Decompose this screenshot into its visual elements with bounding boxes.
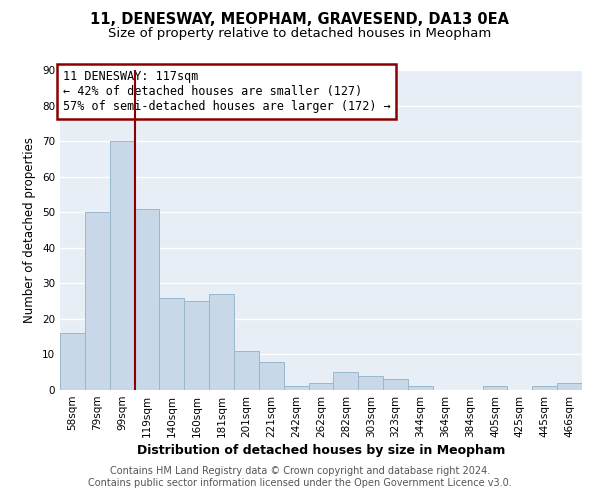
- Bar: [532, 386, 557, 390]
- Text: Contains HM Land Registry data © Crown copyright and database right 2024.
Contai: Contains HM Land Registry data © Crown c…: [88, 466, 512, 487]
- Bar: [85, 212, 110, 390]
- Bar: [209, 294, 234, 390]
- Bar: [110, 141, 134, 390]
- Text: 11, DENESWAY, MEOPHAM, GRAVESEND, DA13 0EA: 11, DENESWAY, MEOPHAM, GRAVESEND, DA13 0…: [91, 12, 509, 28]
- X-axis label: Distribution of detached houses by size in Meopham: Distribution of detached houses by size …: [137, 444, 505, 457]
- Bar: [557, 383, 582, 390]
- Bar: [184, 301, 209, 390]
- Bar: [60, 333, 85, 390]
- Bar: [160, 298, 184, 390]
- Bar: [482, 386, 508, 390]
- Bar: [259, 362, 284, 390]
- Bar: [134, 208, 160, 390]
- Bar: [234, 351, 259, 390]
- Y-axis label: Number of detached properties: Number of detached properties: [23, 137, 37, 323]
- Bar: [383, 380, 408, 390]
- Bar: [408, 386, 433, 390]
- Bar: [358, 376, 383, 390]
- Text: 11 DENESWAY: 117sqm
← 42% of detached houses are smaller (127)
57% of semi-detac: 11 DENESWAY: 117sqm ← 42% of detached ho…: [62, 70, 391, 113]
- Bar: [284, 386, 308, 390]
- Text: Size of property relative to detached houses in Meopham: Size of property relative to detached ho…: [109, 28, 491, 40]
- Bar: [308, 383, 334, 390]
- Bar: [334, 372, 358, 390]
